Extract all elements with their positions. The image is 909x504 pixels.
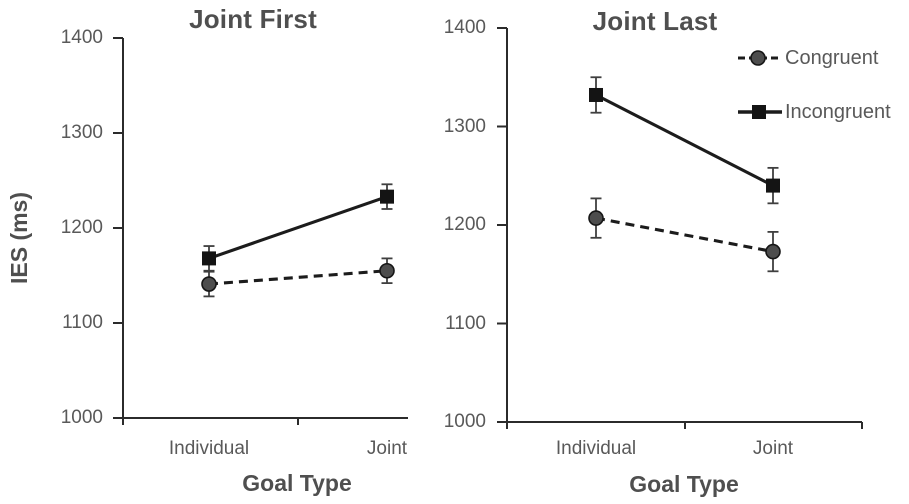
- incongruent-data-point: [380, 189, 394, 204]
- y-tick-label: 1200: [60, 217, 103, 238]
- right-x-axis-title: Goal Type: [629, 471, 739, 497]
- y-tick-label: 1400: [60, 27, 103, 48]
- left-panel-title: Joint First: [189, 4, 317, 34]
- incongruent-data-point: [202, 251, 216, 266]
- congruent-data-point: [201, 276, 217, 292]
- incongruent-data-point: [589, 87, 603, 102]
- left-x-category-individual: Individual: [168, 438, 250, 459]
- y-tick-label: 1000: [443, 411, 486, 432]
- legend-entry-incongruent: Incongruent: [737, 98, 891, 126]
- y-tick-label: 1100: [62, 312, 103, 333]
- congruent-legend-marker: [738, 50, 782, 66]
- incongruent-series-line: [208, 195, 388, 260]
- legend-label-congruent: Congruent: [785, 46, 879, 69]
- y-tick-label: 1000: [60, 407, 103, 428]
- legend-label-incongruent: Incongruent: [785, 100, 891, 123]
- y-tick-label: 1200: [443, 214, 486, 235]
- y-tick-label: 1100: [445, 312, 486, 334]
- incongruent-legend-marker: [738, 105, 782, 119]
- y-tick-label: 1400: [443, 17, 486, 38]
- incongruent-data-point: [766, 178, 780, 193]
- congruent-data-point: [588, 210, 604, 226]
- right-x-category-individual: Individual: [555, 438, 637, 459]
- incongruent-series-line: [595, 93, 774, 187]
- y-tick-label: 1300: [60, 122, 103, 143]
- y-tick-label: 1300: [443, 115, 486, 137]
- right-x-category-joint: Joint: [752, 438, 794, 459]
- left-x-category-joint: Joint: [366, 438, 408, 459]
- congruent-series-line: [595, 216, 774, 254]
- legend: Congruent Incongruent: [737, 44, 891, 126]
- left-x-axis-title: Goal Type: [242, 470, 352, 496]
- congruent-series-line: [208, 269, 388, 286]
- legend-entry-congruent: Congruent: [737, 44, 891, 72]
- congruent-data-point: [379, 262, 395, 279]
- right-panel-title: Joint Last: [592, 6, 718, 36]
- congruent-data-point: [765, 243, 781, 260]
